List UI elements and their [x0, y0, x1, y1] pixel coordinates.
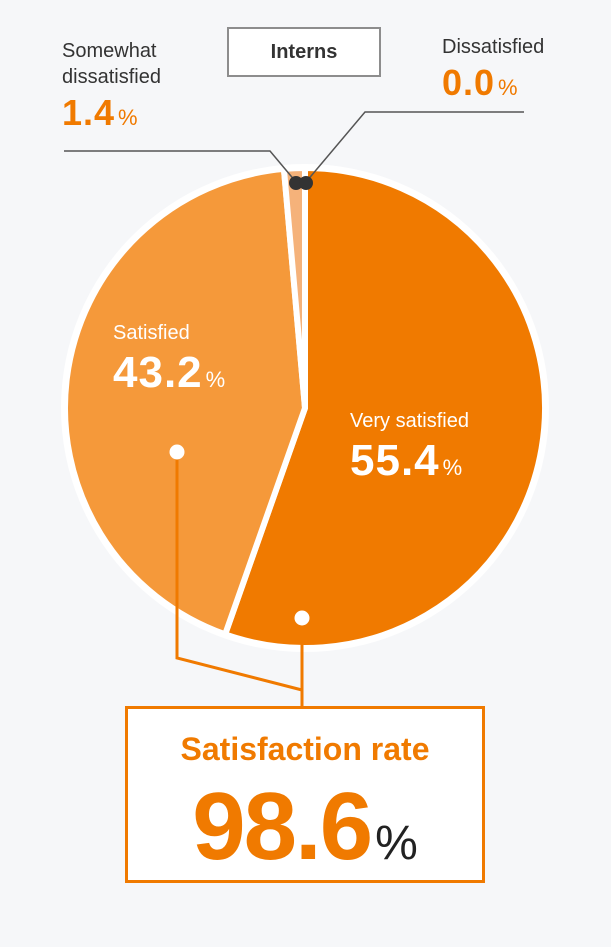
marker-somewhat-dissatisfied [289, 176, 303, 190]
label-value: 55.4 [350, 436, 440, 485]
label-unit: % [118, 105, 138, 130]
marker-dissatisfied [299, 176, 313, 190]
leader-line-dissatisfied [305, 111, 524, 183]
label-unit: % [442, 455, 463, 480]
label-name: Somewhat [62, 40, 157, 62]
label-somewhat-dissatisfied: Somewhat dissatisfied 1.4% [62, 38, 161, 134]
label-name: Very satisfied [350, 410, 469, 432]
label-dissatisfied: Dissatisfied 0.0% [442, 34, 544, 104]
satisfaction-rate-value: 98.6 [192, 773, 373, 880]
label-value: 0.0 [442, 62, 496, 103]
label-name: Dissatisfied [442, 36, 545, 58]
marker-very-satisfied [294, 610, 310, 626]
satisfaction-rate-title: Satisfaction rate [180, 731, 430, 767]
satisfaction-rate-box: Satisfaction rate 98.6% [125, 706, 485, 883]
label-satisfied: Satisfied 43.2% [113, 320, 225, 398]
marker-satisfied [169, 444, 185, 460]
label-value: 1.4 [62, 92, 116, 133]
label-unit: % [205, 367, 226, 392]
label-name: Satisfied [113, 322, 190, 344]
pie-slices [62, 165, 548, 651]
panel-title: Interns [227, 27, 381, 77]
label-unit: % [498, 75, 518, 100]
satisfaction-rate-unit: % [375, 817, 418, 870]
leader-line-somewhat-dissatisfied [64, 150, 297, 183]
label-value: 43.2 [113, 348, 203, 397]
slice-somewhat-dissatisfied [280, 165, 308, 411]
slice-satisfied [62, 165, 308, 638]
label-very-satisfied: Very satisfied 55.4% [350, 408, 469, 486]
bracket-line-satisfied [175, 452, 303, 692]
label-name: dissatisfied [62, 66, 161, 88]
